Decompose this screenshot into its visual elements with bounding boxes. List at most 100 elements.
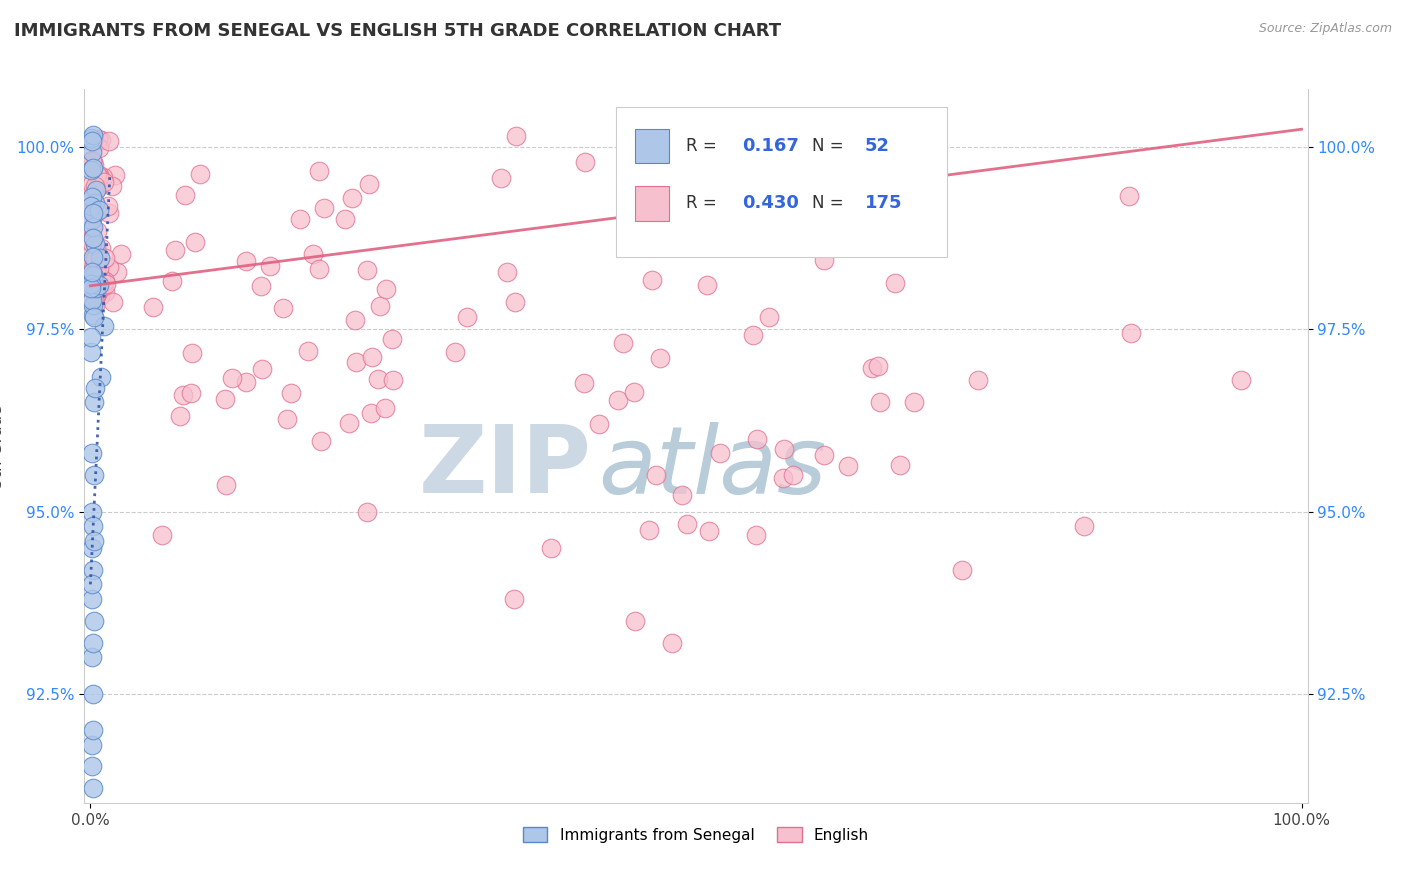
Point xyxy=(80,192,103,206)
Point xyxy=(80,284,103,298)
Point xyxy=(664,153,686,167)
Point xyxy=(745,432,768,446)
Point xyxy=(80,256,103,270)
Point xyxy=(214,392,236,406)
Point xyxy=(80,504,103,518)
Point xyxy=(624,614,647,628)
Point xyxy=(1119,326,1142,340)
Point xyxy=(90,133,112,147)
Text: Source: ZipAtlas.com: Source: ZipAtlas.com xyxy=(1258,22,1392,36)
Point xyxy=(82,212,104,227)
Point xyxy=(1073,519,1095,533)
Point xyxy=(84,261,107,276)
Point xyxy=(93,175,115,189)
Point xyxy=(675,517,697,532)
Point xyxy=(80,275,103,289)
Point xyxy=(235,254,257,268)
Point xyxy=(80,330,103,344)
Point xyxy=(80,345,103,359)
Point xyxy=(82,184,104,198)
Point xyxy=(90,270,112,285)
Point xyxy=(87,141,110,155)
Point xyxy=(80,277,103,292)
Point xyxy=(82,252,104,266)
Point xyxy=(183,235,205,249)
Point xyxy=(83,205,105,219)
Point xyxy=(505,295,527,310)
Point xyxy=(89,289,111,303)
Point xyxy=(83,158,105,172)
Point xyxy=(172,387,194,401)
Point xyxy=(80,269,103,284)
Point xyxy=(110,247,132,261)
Point xyxy=(505,128,527,143)
Point xyxy=(83,533,105,548)
Point xyxy=(82,145,104,159)
Point xyxy=(382,374,405,388)
Point xyxy=(80,759,103,773)
Point xyxy=(623,384,645,399)
Point xyxy=(87,279,110,293)
Point xyxy=(456,310,478,325)
Point xyxy=(97,260,120,274)
Point xyxy=(80,231,103,245)
Text: N =: N = xyxy=(813,194,849,212)
Y-axis label: 5th Grade: 5th Grade xyxy=(0,404,6,488)
Point xyxy=(82,235,104,250)
Point xyxy=(860,361,883,376)
Point xyxy=(86,180,108,194)
Point xyxy=(83,298,105,312)
Point xyxy=(84,252,107,266)
Point xyxy=(87,267,110,281)
Point xyxy=(308,164,330,178)
Point xyxy=(619,203,641,218)
Point xyxy=(444,345,467,359)
Point xyxy=(695,277,717,292)
Point xyxy=(235,375,257,389)
Point xyxy=(966,373,988,387)
Point xyxy=(572,376,595,391)
Point xyxy=(80,261,103,276)
Legend: Immigrants from Senegal, English: Immigrants from Senegal, English xyxy=(517,821,875,848)
Point xyxy=(83,614,105,628)
Point xyxy=(276,412,298,426)
Point xyxy=(82,687,104,701)
Point xyxy=(150,527,173,541)
Point xyxy=(80,541,103,555)
Point xyxy=(83,269,105,284)
Point xyxy=(489,170,512,185)
Text: 175: 175 xyxy=(865,194,903,212)
Point xyxy=(641,273,664,287)
Point xyxy=(86,281,108,295)
Text: ZIP: ZIP xyxy=(419,421,592,514)
Text: 0.430: 0.430 xyxy=(742,194,800,212)
Point xyxy=(697,524,720,539)
Point xyxy=(80,265,103,279)
Point xyxy=(356,505,378,519)
Point xyxy=(80,265,103,279)
Point xyxy=(93,285,115,300)
Point xyxy=(612,336,634,351)
Point xyxy=(82,635,104,649)
Point xyxy=(250,362,273,376)
Point xyxy=(174,188,197,202)
Point xyxy=(80,281,103,295)
Point xyxy=(84,236,107,251)
Point xyxy=(80,293,103,307)
Point xyxy=(344,354,367,368)
Text: 52: 52 xyxy=(865,137,890,155)
Point xyxy=(82,231,104,245)
Point xyxy=(89,168,111,182)
Point xyxy=(82,563,104,577)
Bar xyxy=(636,129,669,163)
Point xyxy=(503,591,526,606)
Point xyxy=(340,191,363,205)
Point xyxy=(80,280,103,294)
Point xyxy=(160,275,183,289)
Point xyxy=(84,183,107,197)
Point xyxy=(94,252,117,266)
Point xyxy=(837,458,859,473)
Point xyxy=(638,523,661,537)
Point xyxy=(89,202,111,217)
Text: 0.167: 0.167 xyxy=(742,137,800,155)
